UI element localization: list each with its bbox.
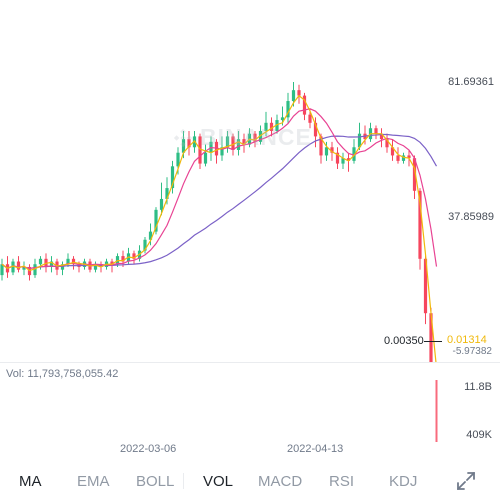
candle-body	[225, 136, 230, 148]
candle-body	[220, 147, 224, 156]
candle-body	[11, 261, 15, 273]
candle-body	[401, 155, 406, 161]
candle-body	[269, 122, 274, 131]
candle-body	[165, 188, 169, 199]
candle-body	[231, 136, 235, 150]
candle-body	[324, 147, 329, 156]
tab-boll[interactable]: BOLL	[136, 472, 175, 490]
candle-body	[176, 152, 180, 167]
candle-body	[412, 158, 417, 191]
volume-axis-max-label: 11.8B	[464, 381, 492, 393]
candle-body	[286, 101, 290, 118]
candle-body	[242, 139, 246, 145]
candle-body	[264, 122, 268, 131]
current-price-tag: 0.01314	[445, 334, 489, 346]
candle-body	[148, 231, 153, 240]
candle-body	[71, 258, 76, 265]
volume-axis-min-label: 409K	[466, 429, 492, 441]
volume-readout: Vol: 11,793,758,055.42	[6, 368, 119, 380]
expand-arrows-icon[interactable]	[454, 469, 478, 493]
tab-divider	[183, 473, 184, 489]
candle-body	[407, 155, 411, 159]
candle-body	[143, 239, 147, 251]
tab-macd[interactable]: MACD	[258, 472, 303, 490]
price-chart-svg[interactable]	[0, 0, 500, 362]
candle-body	[308, 114, 312, 123]
candle-body	[253, 133, 257, 142]
indicator-tab-bar: MA EMA BOLL VOL MACD RSI KDJ	[0, 462, 500, 500]
candle-body	[297, 90, 301, 96]
tab-rsi[interactable]: RSI	[329, 472, 355, 490]
candle-body	[423, 258, 428, 314]
candle-body	[374, 128, 378, 134]
tab-ma[interactable]: MA	[19, 472, 42, 490]
candle-body	[319, 136, 323, 156]
candle-body	[66, 258, 70, 265]
candle-body	[198, 136, 202, 164]
candle-body	[22, 266, 26, 270]
candle-body	[132, 253, 136, 259]
candle-body	[258, 130, 263, 142]
tab-ema[interactable]: EMA	[77, 472, 110, 490]
candle-body	[33, 264, 37, 276]
price-axis-mid-label: 37.85989	[448, 211, 494, 223]
candle-body	[181, 139, 186, 153]
candle-body	[429, 313, 433, 362]
candle-body	[0, 264, 4, 276]
candle-body	[390, 147, 395, 156]
candle-body	[385, 139, 389, 148]
candlestick-chart[interactable]	[0, 0, 500, 362]
panel-divider	[0, 362, 500, 363]
price-axis-high-label: 81.69361	[448, 76, 494, 88]
volume-chart-svg	[435, 380, 438, 442]
binance-watermark: BINANCE	[172, 124, 312, 151]
candle-body	[159, 198, 164, 210]
candle-body	[275, 120, 279, 131]
candle-body	[291, 90, 296, 102]
candle-body	[357, 133, 362, 148]
candle-body	[335, 152, 340, 164]
volume-panel[interactable]	[0, 380, 500, 442]
tab-vol[interactable]: VOL	[203, 472, 234, 490]
ma-fast-line	[1, 94, 437, 362]
tab-kdj[interactable]: KDJ	[389, 472, 418, 490]
candle-body	[379, 133, 384, 140]
candle-body	[187, 139, 191, 148]
candle-body	[341, 158, 345, 164]
candle-body	[154, 209, 158, 232]
candle-body	[313, 122, 318, 137]
candle-body	[352, 147, 356, 161]
candle-body	[302, 95, 307, 115]
candle-body	[346, 158, 351, 161]
candle-body	[396, 155, 400, 161]
candle-body	[330, 147, 334, 153]
candle-body	[236, 139, 241, 150]
candle-body	[170, 166, 175, 189]
date-label-2: 2022-04-13	[287, 443, 344, 455]
date-label-1: 2022-03-06	[120, 443, 177, 455]
volume-bar	[435, 380, 438, 442]
candle-body	[203, 152, 208, 164]
candle-body	[16, 261, 21, 270]
watermark-text: BINANCE	[200, 124, 312, 150]
binance-logo-icon	[173, 128, 193, 147]
candle-body	[60, 264, 65, 270]
candle-body	[110, 261, 114, 265]
candle-body	[49, 261, 54, 267]
candle-body	[93, 264, 98, 270]
lowest-price-pointer	[424, 341, 442, 342]
price-axis-low-label: -5.97382	[452, 346, 492, 357]
candle-body	[418, 190, 422, 259]
lowest-price-label: 0.00350	[384, 335, 424, 347]
candle-body	[121, 256, 125, 262]
candle-body	[38, 258, 43, 265]
ma-slow-line	[1, 133, 438, 270]
candle-body	[280, 117, 285, 121]
